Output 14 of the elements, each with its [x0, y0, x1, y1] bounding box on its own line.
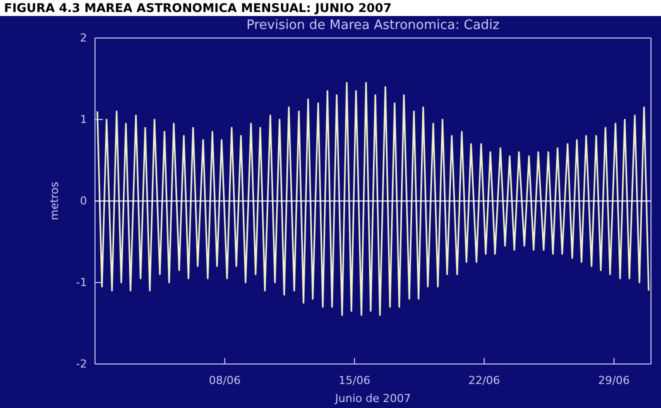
y-tick-label: -2 [76, 358, 87, 371]
y-tick-label: -1 [76, 276, 87, 290]
chart-title: Prevision de Marea Astronomica: Cadiz [246, 18, 500, 33]
text: FIGURA 4.3 MAREA ASTRONOMICA MENSUAL: JUNIO 2007 [4, 1, 392, 15]
y-tick-label: 2 [80, 32, 87, 45]
line-series [96, 82, 650, 316]
y-tick-label: 0 [80, 194, 87, 208]
x-tick-label: 29/06 [598, 374, 630, 387]
x-tick-label: 15/06 [338, 374, 370, 387]
x-tick-label: 22/06 [468, 374, 500, 387]
y-axis-title: metros [48, 181, 61, 220]
x-tick-label: 08/06 [208, 374, 241, 387]
y-tick-label: 1 [80, 113, 87, 126]
x-axis-title: Junio de 2007 [334, 392, 411, 405]
